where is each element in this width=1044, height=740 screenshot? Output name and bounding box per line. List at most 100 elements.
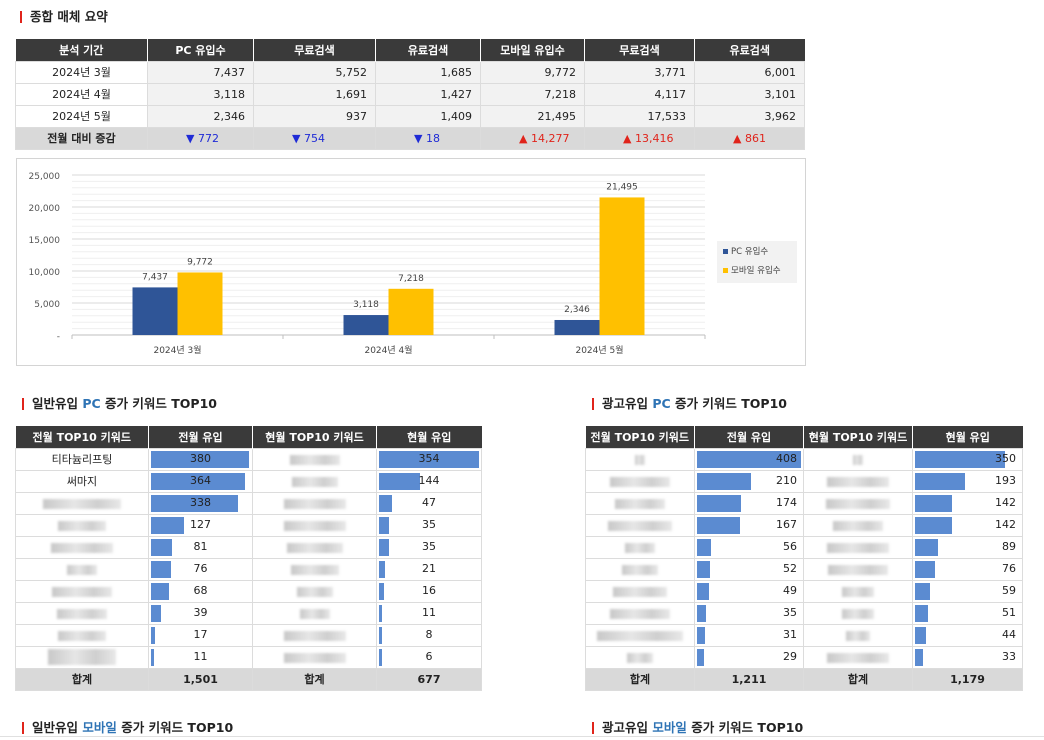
- cur-traffic-cell: 350: [912, 447, 1023, 471]
- total-label: 합계: [252, 667, 377, 691]
- prev-keyword-cell: [15, 535, 149, 559]
- traffic-value: 380: [190, 451, 211, 465]
- cur-traffic-cell: 193: [912, 469, 1023, 493]
- traffic-bar: [915, 582, 931, 600]
- prev-keyword-cell: [15, 645, 149, 669]
- redacted-keyword: [296, 586, 333, 597]
- data-label: 7,218: [398, 274, 424, 284]
- traffic-bar: [151, 582, 169, 600]
- redacted-keyword: [283, 652, 346, 663]
- data-label: 7,437: [142, 272, 168, 282]
- general-pc-table: 전월 TOP10 키워드 전월 유입 현월 TOP10 키워드 현월 유입 티타…: [15, 426, 482, 691]
- traffic-bar: [379, 560, 385, 578]
- cur-traffic-cell: 21: [376, 557, 482, 581]
- y-tick-label: -: [57, 332, 60, 342]
- traffic-bar: [697, 626, 705, 644]
- ad-pc-body: 408 350 210 193 174 142 167 142 56 89 52 76 49 59 35 51…: [585, 447, 1023, 691]
- diff-value: ▲ 861: [694, 126, 805, 150]
- redacted-keyword: [828, 564, 888, 575]
- period-cell: 2024년 4월: [15, 82, 148, 106]
- traffic-value: 142: [995, 517, 1016, 531]
- prev-keyword-cell: [585, 491, 695, 515]
- prev-keyword-cell: [585, 557, 695, 581]
- general-mobile-title: 일반유입 모바일 증가 키워드 TOP10: [22, 720, 233, 736]
- traffic-value: 33: [1002, 649, 1016, 663]
- table-row: 210 193: [585, 469, 1023, 493]
- prev-keyword-cell: [15, 491, 149, 515]
- prev-traffic-cell: 35: [694, 601, 804, 625]
- value-cell: 937: [253, 104, 376, 128]
- redacted-keyword: [597, 630, 683, 641]
- bar: [599, 197, 645, 335]
- traffic-bar: [379, 604, 383, 622]
- divider: [0, 736, 1044, 737]
- traffic-bar: [379, 538, 389, 556]
- bar: [132, 287, 178, 335]
- traffic-value: 89: [1002, 539, 1016, 553]
- value-cell: 6,001: [694, 60, 805, 84]
- bar: [343, 315, 389, 335]
- data-label: 9,772: [187, 257, 213, 267]
- diff-value: ▲ 13,416: [584, 126, 695, 150]
- prev-traffic-cell: 167: [694, 513, 804, 537]
- traffic-bar: [379, 582, 384, 600]
- cur-total: 677: [376, 667, 482, 691]
- total-row: 합계 1,211 합계 1,179: [585, 667, 1023, 691]
- col-header: 현월 TOP10 키워드: [803, 426, 913, 448]
- cur-traffic-cell: 142: [912, 491, 1023, 515]
- traffic-value: 17: [193, 627, 208, 641]
- traffic-value: 35: [783, 605, 797, 619]
- redacted-keyword: [622, 564, 658, 575]
- table-row: 68 16: [15, 579, 482, 603]
- traffic-value: 193: [995, 473, 1016, 487]
- bar: [554, 319, 600, 335]
- traffic-bar: [379, 648, 382, 666]
- traffic-bar: [151, 472, 245, 490]
- redacted-keyword: [58, 520, 106, 531]
- prev-keyword-cell: [585, 447, 695, 471]
- redacted-keyword: [853, 454, 863, 465]
- traffic-bar: [151, 494, 239, 512]
- value-cell: 5,752: [253, 60, 376, 84]
- cur-traffic-cell: 51: [912, 601, 1023, 625]
- redacted-keyword: [627, 652, 653, 663]
- table-row: 76 21: [15, 557, 482, 581]
- prev-keyword-cell: [15, 513, 149, 537]
- cur-traffic-cell: 89: [912, 535, 1023, 559]
- redacted-keyword: [842, 608, 874, 619]
- prev-keyword-cell: [585, 469, 695, 493]
- cur-keyword-cell: [252, 535, 377, 559]
- traffic-bar: [915, 560, 935, 578]
- diff-label: 전월 대비 증감: [15, 126, 148, 150]
- prev-traffic-cell: 68: [148, 579, 253, 603]
- redacted-keyword: [827, 542, 889, 553]
- total-row: 합계 1,501 합계 677: [15, 667, 482, 691]
- prev-keyword-cell: [15, 623, 149, 647]
- cur-keyword-cell: [252, 447, 377, 471]
- general-pc-title: 일반유입 PC 증가 키워드 TOP10: [22, 396, 217, 412]
- data-label: 2,346: [564, 305, 590, 315]
- cur-keyword-cell: [252, 491, 377, 515]
- value-cell: 1,685: [375, 60, 481, 84]
- table-row: 35 51: [585, 601, 1023, 625]
- table-row: 174 142: [585, 491, 1023, 515]
- cur-traffic-cell: 33: [912, 645, 1023, 669]
- traffic-value: 81: [193, 539, 208, 553]
- cur-keyword-cell: [252, 513, 377, 537]
- value-cell: 7,218: [480, 82, 585, 106]
- prev-traffic-cell: 174: [694, 491, 804, 515]
- redacted-keyword: [48, 649, 116, 665]
- col-header: 분석 기간: [15, 39, 148, 61]
- table-row: 11 6: [15, 645, 482, 669]
- cur-keyword-cell: [803, 447, 913, 471]
- traffic-bar: [379, 626, 382, 644]
- cur-total: 1,179: [912, 667, 1023, 691]
- traffic-bar: [915, 648, 924, 666]
- ad-pc-table: 전월 TOP10 키워드 전월 유입 현월 TOP10 키워드 현월 유입 40…: [585, 426, 1023, 691]
- col-header: 무료검색: [584, 39, 695, 61]
- traffic-bar: [915, 450, 1005, 468]
- value-cell: 1,691: [253, 82, 376, 106]
- redacted-keyword: [826, 498, 890, 509]
- traffic-value: 11: [422, 605, 436, 619]
- traffic-bar: [151, 604, 162, 622]
